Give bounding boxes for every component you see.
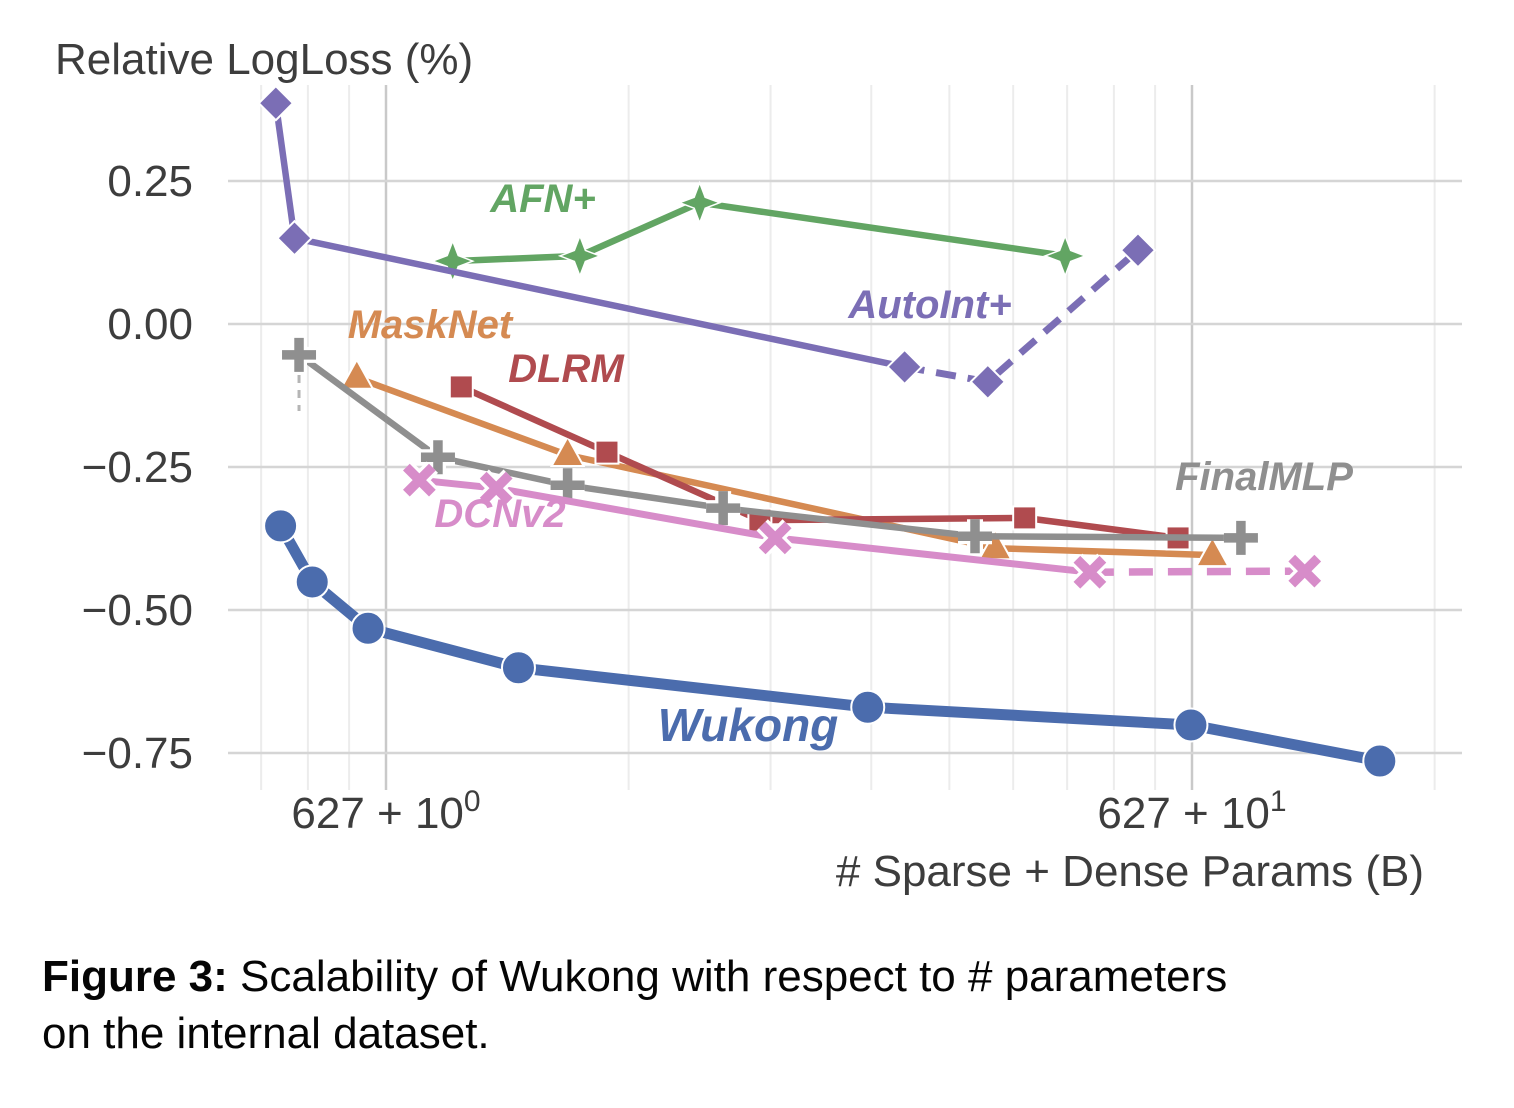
y-axis-title: Relative LogLoss (%) — [55, 35, 473, 84]
dcnv2-marker — [403, 463, 436, 497]
axis-layer: 0.25 0.00 −0.25 −0.50 −0.75 627 + 100 627 + 10… — [55, 35, 1424, 896]
finalmlp-marker — [550, 468, 585, 503]
series-masknet: MaskNet — [339, 303, 1231, 568]
series-label-dcnv2: DCNv2 — [434, 492, 565, 536]
x-tick-label: 627 + 101 — [1097, 785, 1286, 838]
finalmlp-marker — [282, 337, 317, 372]
series-autoint: AutoInt+ — [257, 84, 1157, 401]
finalmlp-marker — [1223, 520, 1258, 555]
masknet-marker — [1194, 535, 1231, 568]
afn-marker — [430, 238, 475, 284]
autoint-marker — [1119, 231, 1157, 269]
dcnv2-marker — [758, 521, 792, 555]
wukong-marker — [294, 564, 330, 600]
series-label-wukong: Wukong — [658, 699, 839, 751]
y-tick-label: −0.75 — [82, 729, 193, 778]
series-line-dashed — [1089, 567, 1305, 576]
masknet-marker — [339, 357, 375, 390]
dcnv2-marker — [479, 471, 513, 505]
caption-line-2: on the internal dataset. — [42, 1009, 490, 1058]
wukong-marker — [500, 650, 536, 686]
dlrm-marker — [448, 374, 474, 400]
dcnv2-marker — [1073, 555, 1107, 589]
series-afn: AFN+ — [430, 177, 1088, 284]
series-line-solid — [415, 476, 1094, 576]
autoint-marker — [257, 84, 295, 122]
series-label-autoint: AutoInt+ — [847, 283, 1011, 327]
afn-marker — [677, 180, 722, 225]
figure-caption: Figure 3: Scalability of Wukong with res… — [42, 948, 1492, 1062]
series-line-solid — [353, 374, 1216, 559]
series-line-solid — [449, 199, 1069, 265]
masknet-marker — [549, 434, 586, 467]
afn-marker — [557, 233, 602, 279]
wukong-marker — [263, 508, 299, 544]
series-dcnv2: DCNv2 — [400, 461, 1324, 591]
autoint-marker — [276, 219, 313, 257]
autoint-marker — [886, 348, 924, 386]
series-label-afn: AFN+ — [489, 177, 596, 221]
series-label-masknet: MaskNet — [348, 303, 514, 347]
grid-layer — [228, 85, 1462, 790]
series-finalmlp: FinalMLP — [282, 337, 1353, 555]
wukong-marker — [1173, 707, 1209, 743]
afn-marker — [1043, 233, 1088, 279]
finalmlp-marker — [958, 519, 993, 554]
y-tick-label: 0.00 — [107, 300, 193, 349]
y-tick-label: −0.50 — [82, 586, 193, 635]
dlrm-marker — [594, 439, 620, 465]
caption-line-1-text: Scalability of Wukong with respect to # … — [227, 952, 1228, 1001]
caption-figure-tag: Figure 3: — [42, 952, 228, 1001]
series-line-solid — [295, 351, 1245, 542]
y-tick-label: 0.25 — [107, 157, 193, 206]
wukong-marker — [850, 689, 886, 725]
wukong-marker — [1362, 743, 1398, 779]
wukong-marker — [350, 610, 386, 646]
dcnv2-marker — [1288, 554, 1322, 588]
x-tick-label: 627 + 100 — [291, 785, 480, 838]
y-tick-label: −0.25 — [82, 443, 193, 492]
dlrm-marker — [1012, 505, 1038, 531]
series-label-finalmlp: FinalMLP — [1175, 455, 1353, 499]
series-label-dlrm: DLRM — [508, 347, 625, 391]
autoint-marker — [969, 363, 1007, 401]
series-wukong: Wukong — [263, 508, 1398, 779]
x-axis-title: # Sparse + Dense Params (B) — [836, 847, 1424, 896]
caption-line-1: Figure 3: Scalability of Wukong with res… — [42, 948, 1492, 1005]
finalmlp-marker — [420, 440, 455, 475]
finalmlp-marker — [706, 491, 741, 526]
